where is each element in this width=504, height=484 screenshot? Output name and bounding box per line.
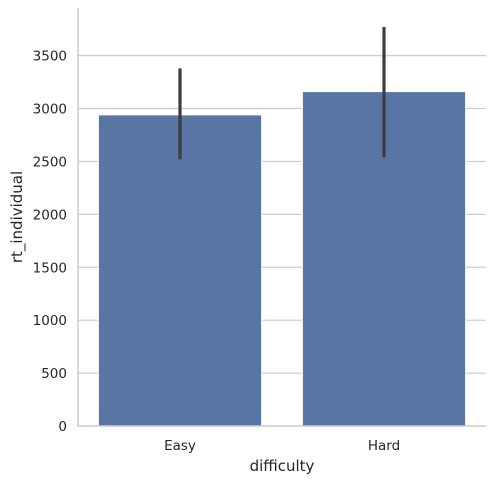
y-tick-label: 1500 — [33, 260, 67, 276]
y-tick-label: 2500 — [33, 154, 67, 170]
y-tick-label: 3500 — [33, 49, 67, 65]
y-tick-label: 500 — [41, 366, 67, 382]
y-tick-label: 3000 — [33, 102, 67, 118]
y-tick-label: 2000 — [33, 207, 67, 223]
y-axis-label: rt_individual — [8, 171, 27, 263]
y-tick-label: 1000 — [33, 313, 67, 329]
bars — [97, 91, 467, 427]
x-tick-label: Hard — [368, 438, 400, 454]
y-tick-label: 0 — [58, 419, 67, 435]
bar-easy — [97, 114, 263, 427]
error-bars — [178, 27, 386, 160]
y-tick-labels: 0 500 1000 1500 2000 2500 3000 3500 — [33, 49, 67, 435]
x-tick-label: Easy — [164, 438, 196, 454]
x-axis-label: difficulty — [250, 457, 315, 475]
x-tick-labels: Easy Hard — [164, 438, 400, 454]
